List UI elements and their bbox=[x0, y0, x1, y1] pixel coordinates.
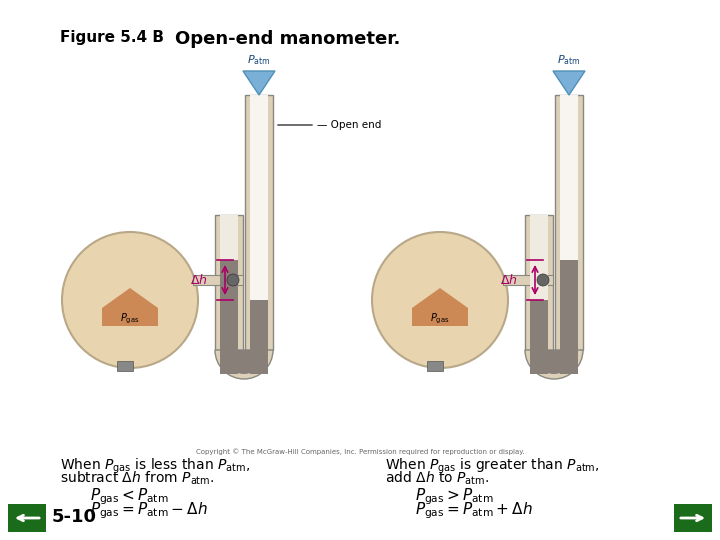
Text: $P_{\rm gas}$: $P_{\rm gas}$ bbox=[120, 312, 140, 326]
Bar bbox=[193, 275, 243, 285]
Text: subtract $\Delta h$ from $P_{\rm atm}$.: subtract $\Delta h$ from $P_{\rm atm}$. bbox=[60, 470, 215, 488]
Wedge shape bbox=[530, 350, 578, 374]
Bar bbox=[215, 215, 243, 350]
Bar bbox=[250, 300, 268, 374]
Wedge shape bbox=[215, 350, 273, 379]
Bar bbox=[427, 361, 443, 371]
Polygon shape bbox=[243, 71, 275, 95]
Text: $P_{\rm gas} = P_{\rm atm} + \Delta h$: $P_{\rm gas} = P_{\rm atm} + \Delta h$ bbox=[415, 500, 533, 521]
Wedge shape bbox=[525, 350, 583, 379]
Bar bbox=[250, 95, 268, 350]
Circle shape bbox=[227, 274, 239, 286]
Text: When $P_{\rm gas}$ is greater than $P_{\rm atm}$,: When $P_{\rm gas}$ is greater than $P_{\… bbox=[385, 457, 600, 476]
Text: add $\Delta h$ to $P_{\rm atm}$.: add $\Delta h$ to $P_{\rm atm}$. bbox=[385, 470, 490, 488]
Text: Open-end manometer.: Open-end manometer. bbox=[175, 30, 400, 48]
Circle shape bbox=[372, 232, 508, 368]
Text: Figure 5.4 B: Figure 5.4 B bbox=[60, 30, 164, 45]
Wedge shape bbox=[220, 350, 268, 374]
Bar bbox=[117, 361, 133, 371]
Bar bbox=[525, 215, 553, 350]
Text: $P_{\rm gas} > P_{\rm atm}$: $P_{\rm gas} > P_{\rm atm}$ bbox=[415, 486, 494, 507]
Bar bbox=[503, 275, 553, 285]
Text: $P_{\rm gas}$: $P_{\rm gas}$ bbox=[431, 312, 450, 326]
Bar bbox=[560, 260, 578, 374]
Text: — Open end: — Open end bbox=[317, 120, 382, 130]
Text: $P_{\rm atm}$: $P_{\rm atm}$ bbox=[247, 53, 271, 67]
Circle shape bbox=[62, 232, 198, 368]
Bar bbox=[555, 95, 583, 350]
Circle shape bbox=[537, 274, 549, 286]
Bar bbox=[220, 215, 238, 350]
FancyBboxPatch shape bbox=[8, 504, 46, 532]
Text: 5-10: 5-10 bbox=[52, 508, 97, 526]
Text: $P_{\rm gas} = P_{\rm atm} - \Delta h$: $P_{\rm gas} = P_{\rm atm} - \Delta h$ bbox=[90, 500, 208, 521]
Bar bbox=[530, 300, 548, 374]
Bar bbox=[220, 260, 238, 374]
Text: $P_{\rm atm}$: $P_{\rm atm}$ bbox=[557, 53, 581, 67]
Text: $\Delta h$: $\Delta h$ bbox=[190, 273, 207, 287]
Bar bbox=[560, 95, 578, 350]
FancyBboxPatch shape bbox=[674, 504, 712, 532]
Polygon shape bbox=[102, 288, 158, 326]
Text: When $P_{\rm gas}$ is less than $P_{\rm atm}$,: When $P_{\rm gas}$ is less than $P_{\rm … bbox=[60, 457, 251, 476]
Bar bbox=[530, 215, 548, 350]
Polygon shape bbox=[412, 288, 468, 326]
Wedge shape bbox=[220, 350, 268, 374]
Text: $\Delta h$: $\Delta h$ bbox=[500, 273, 518, 287]
Text: Copyright © The McGraw-Hill Companies, Inc. Permission required for reproduction: Copyright © The McGraw-Hill Companies, I… bbox=[196, 449, 524, 455]
Polygon shape bbox=[553, 71, 585, 95]
Wedge shape bbox=[530, 350, 578, 374]
Bar bbox=[245, 95, 273, 350]
Text: $P_{\rm gas} < P_{\rm atm}$: $P_{\rm gas} < P_{\rm atm}$ bbox=[90, 486, 168, 507]
